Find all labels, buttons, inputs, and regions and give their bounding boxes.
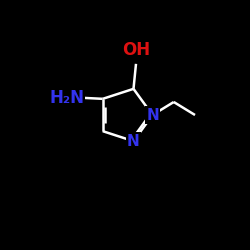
Text: OH: OH bbox=[122, 41, 150, 59]
Text: H₂N: H₂N bbox=[49, 88, 84, 106]
Text: N: N bbox=[127, 134, 140, 149]
Text: N: N bbox=[146, 108, 159, 122]
